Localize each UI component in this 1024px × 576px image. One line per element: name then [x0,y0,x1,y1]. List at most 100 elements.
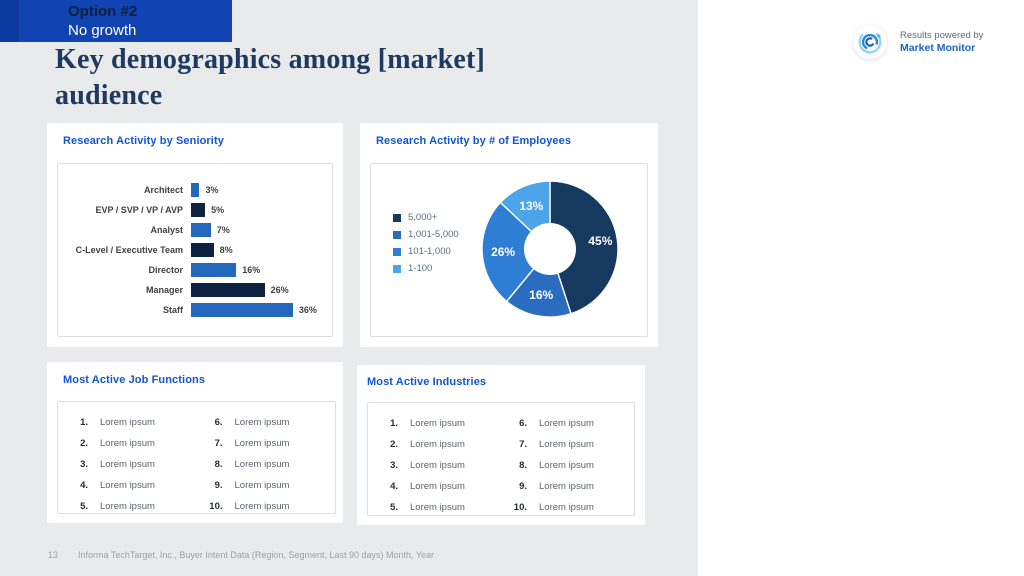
bar-segment [191,283,265,297]
banner-subtitle: No growth [68,22,137,39]
bar-row: Manager 26% [58,280,332,300]
list-item-label: Lorem ipsum [100,438,155,449]
bar-segment [191,263,237,277]
bar-category-label: Manager [145,285,183,295]
option-banner: Option #2 No growth [0,0,232,42]
list-item-label: Lorem ipsum [234,459,290,470]
list-item-label: Lorem ipsum [234,417,290,428]
bar-category-label: C-Level / Executive Team [75,245,183,255]
list-item: 6. Lorem ipsum [505,413,634,434]
bar-category-label: Analyst [150,225,183,235]
list-item: 1. Lorem ipsum [66,412,201,433]
employees-card-title: Research Activity by # of Employees [376,135,572,147]
job-functions-card-title: Most Active Job Functions [63,374,206,386]
list-item-label: Lorem ipsum [539,439,594,450]
list-item: 2. Lorem ipsum [376,434,505,455]
market-monitor-logo-icon [853,25,887,59]
list-item: 7. Lorem ipsum [201,433,336,454]
employees-legend: 5,000+ 1,001-5,000 101-1,000 1-100 [393,209,459,277]
bar-segment [191,203,206,217]
bar-row: EVP / SVP / VP / AVP 5% [58,200,332,220]
donut-slice [481,201,551,303]
list-item-number: 7. [214,438,223,449]
powered-by-text: Results powered by [900,30,984,41]
card-research-activity-by-employees: Research Activity by # of Employees 5,00… [360,123,658,347]
bar-category-label: Director [148,265,183,275]
list-item-label: Lorem ipsum [410,439,465,450]
list-item: 5. Lorem ipsum [376,497,505,518]
list-item-label: Lorem ipsum [539,502,594,513]
list-item-number: 1. [390,418,398,429]
list-item-label: Lorem ipsum [410,481,465,492]
list-item-label: Lorem ipsum [410,460,465,471]
list-item: 10. Lorem ipsum [201,496,336,517]
list-item: 3. Lorem ipsum [66,454,201,475]
industries-card-title: Most Active Industries [367,376,487,388]
market-monitor-brand: Market Monitor [900,42,976,54]
bar-value-label: 5% [211,205,225,215]
legend-item: 101-1,000 [393,243,459,260]
bar-value-label: 16% [242,265,261,275]
industries-list: 1. Lorem ipsum 2. Lorem ipsum 3. Lorem ipsum 4… [367,402,635,516]
list-item-number: 3. [390,460,398,471]
card-research-activity-by-seniority: Research Activity by Seniority Architect… [47,123,343,347]
list-item: 8. Lorem ipsum [201,454,336,475]
list-item: 9. Lorem ipsum [505,476,634,497]
legend-label: 1,001-5,000 [408,229,459,240]
powered-by-block: Results powered by Market Monitor [853,25,983,59]
legend-label: 1-100 [408,263,433,274]
seniority-card-title: Research Activity by Seniority [63,135,224,147]
donut-slice [549,180,619,315]
list-item: 5. Lorem ipsum [66,496,201,517]
list-item-number: 3. [80,459,88,470]
bar-value-label: 36% [298,305,317,315]
legend-swatch [393,213,401,222]
bar-value-label: 7% [216,225,230,235]
banner-title: Option #2 [68,3,138,20]
list-item: 1. Lorem ipsum [376,413,505,434]
footer-source-text: Informa TechTarget, Inc., Buyer Intent D… [78,550,435,560]
list-item-number: 8. [519,460,527,471]
list-item-number: 7. [519,439,527,450]
seniority-bar-chart: Architect 3% EVP / SVP / VP / AVP 5% Analyst… [57,163,333,337]
bar-row: Architect 3% [58,180,332,200]
donut-slice-label: 26% [491,245,515,259]
list-item: 8. Lorem ipsum [505,455,634,476]
bar-category-label: Staff [163,305,183,315]
list-item-number: 6. [214,417,223,428]
legend-swatch [393,230,401,239]
bar-segment [191,223,211,237]
donut-slice-label: 13% [519,199,543,213]
bar-row: Analyst 7% [58,220,332,240]
list-item-label: Lorem ipsum [100,501,155,512]
list-item-label: Lorem ipsum [410,502,465,513]
list-item-label: Lorem ipsum [234,480,290,491]
list-item-label: Lorem ipsum [100,459,155,470]
bar-value-label: 3% [205,185,219,195]
list-item-label: Lorem ipsum [234,438,290,449]
page-number: 13 [48,550,59,560]
legend-label: 101-1,000 [408,246,451,257]
list-item-number: 9. [519,481,527,492]
legend-swatch [393,247,401,256]
list-item-number: 9. [214,480,223,491]
bar-category-label: EVP / SVP / VP / AVP [95,205,183,215]
legend-item: 5,000+ [393,209,459,226]
donut-hole [524,223,576,275]
list-item: 9. Lorem ipsum [201,475,336,496]
donut-slice-label: 45% [588,234,612,248]
bar-category-label: Architect [143,185,183,195]
list-item-label: Lorem ipsum [234,501,290,512]
bar-value-label: 8% [219,245,233,255]
donut-slice-label: 16% [529,288,553,302]
list-item-number: 1. [80,417,88,428]
legend-item: 1,001-5,000 [393,226,459,243]
banner-accent-stripe [0,0,19,42]
list-item-number: 2. [80,438,88,449]
legend-item: 1-100 [393,260,459,277]
list-item: 10. Lorem ipsum [505,497,634,518]
employees-donut: 45% 16% 26% 13% [481,180,619,318]
list-item-label: Lorem ipsum [539,481,594,492]
list-item-label: Lorem ipsum [539,418,594,429]
list-item-label: Lorem ipsum [539,460,594,471]
